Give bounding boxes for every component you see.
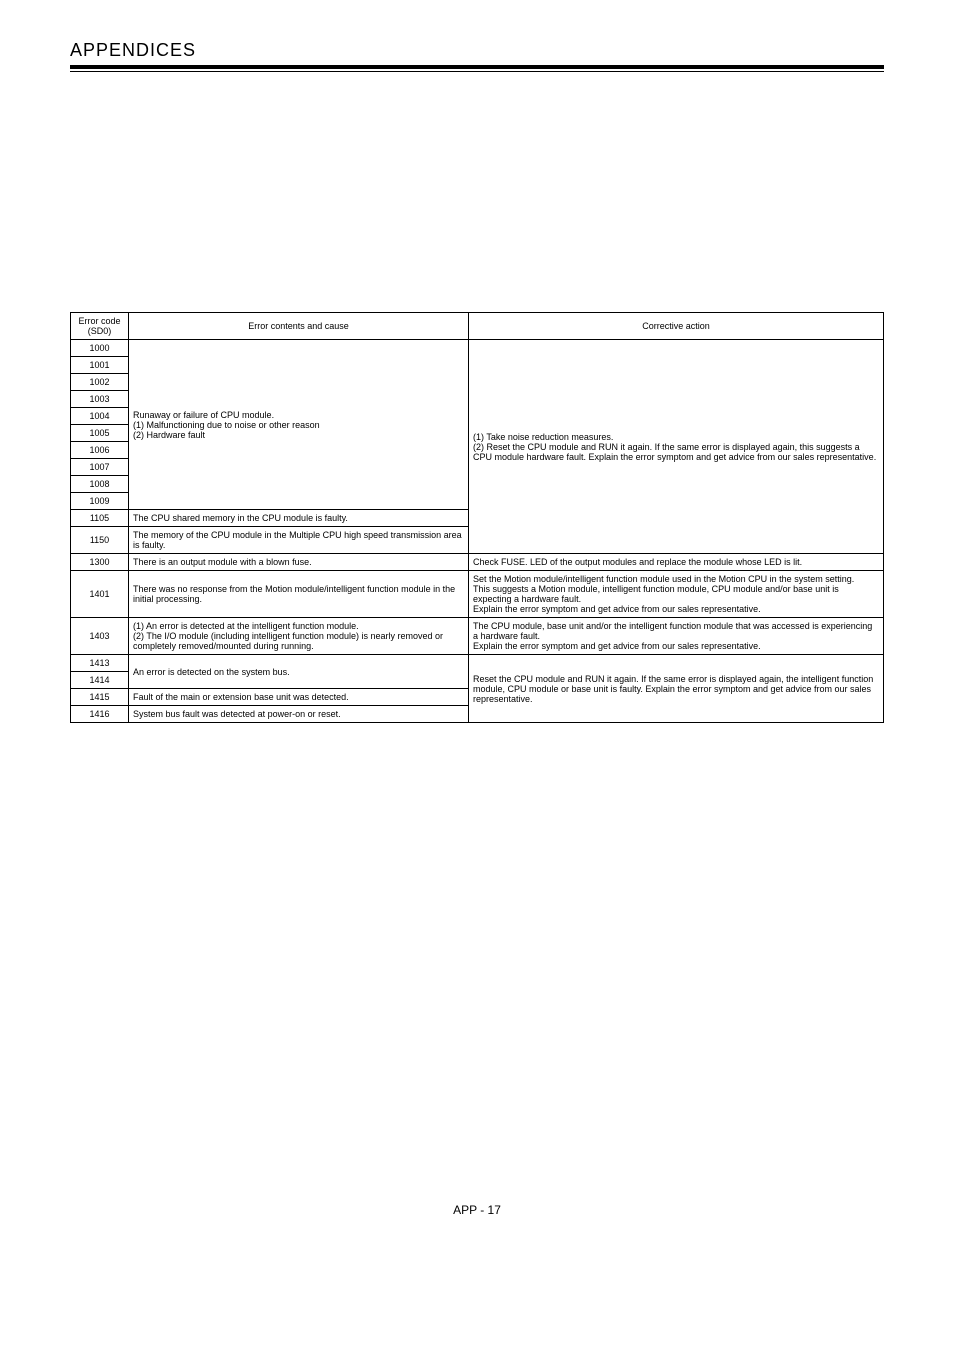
col-header-code-l1: Error code — [78, 316, 120, 326]
cell-cause: There was no response from the Motion mo… — [129, 571, 469, 618]
cell-cause: The memory of the CPU module in the Mult… — [129, 527, 469, 554]
table-row: 1000 Runaway or failure of CPU module. (… — [71, 340, 884, 357]
cause-text-l1: Runaway or failure of CPU module. — [133, 410, 274, 420]
cell-code: 1006 — [71, 442, 129, 459]
cell-cause: (1) An error is detected at the intellig… — [129, 618, 469, 655]
action-text-l1: (1) Take noise reduction measures. — [473, 432, 879, 442]
action-text-l2: (2) Reset the CPU module and RUN it agai… — [473, 442, 879, 462]
cell-code: 1300 — [71, 554, 129, 571]
cell-code: 1401 — [71, 571, 129, 618]
cell-code: 1416 — [71, 706, 129, 723]
cause-text-l3: (2) Hardware fault — [133, 430, 205, 440]
page-header: APPENDICES — [70, 40, 884, 72]
cell-cause: System bus fault was detected at power-o… — [129, 706, 469, 723]
table-header-row: Error code (SD0) Error contents and caus… — [71, 313, 884, 340]
cell-code: 1009 — [71, 493, 129, 510]
cell-code: 1003 — [71, 391, 129, 408]
page: APPENDICES Error code (SD0) Error conten… — [0, 0, 954, 1257]
error-table-wrap: Error code (SD0) Error contents and caus… — [70, 312, 884, 723]
cell-code: 1008 — [71, 476, 129, 493]
cell-action: The CPU module, base unit and/or the int… — [469, 618, 884, 655]
header-rule-thin — [70, 71, 884, 72]
cell-cause: The CPU shared memory in the CPU module … — [129, 510, 469, 527]
action-text: Reset the CPU module and RUN it again. I… — [473, 674, 873, 704]
cell-action: (1) Take noise reduction measures. (2) R… — [469, 340, 884, 554]
page-footer: APP - 17 — [70, 1203, 884, 1217]
action-text-l2: Explain the error symptom and get advice… — [473, 641, 879, 651]
cause-text-l2: (1) Malfunctioning due to noise or other… — [133, 420, 320, 430]
cell-cause: Runaway or failure of CPU module. (1) Ma… — [129, 340, 469, 510]
cell-code: 1105 — [71, 510, 129, 527]
cell-code: 1004 — [71, 408, 129, 425]
cell-cause: There is an output module with a blown f… — [129, 554, 469, 571]
cause-text-l1: (1) An error is detected at the intellig… — [133, 621, 464, 631]
col-header-cause: Error contents and cause — [129, 313, 469, 340]
cell-action: Reset the CPU module and RUN it again. I… — [469, 655, 884, 723]
cell-code: 1414 — [71, 672, 129, 689]
cell-code: 1005 — [71, 425, 129, 442]
cell-action: Set the Motion module/intelligent functi… — [469, 571, 884, 618]
cell-cause: An error is detected on the system bus. — [129, 655, 469, 689]
table-row: 1413 An error is detected on the system … — [71, 655, 884, 672]
cell-code: 1002 — [71, 374, 129, 391]
cause-text-l2: (2) The I/O module (including intelligen… — [133, 631, 464, 651]
cell-code: 1001 — [71, 357, 129, 374]
error-table: Error code (SD0) Error contents and caus… — [70, 312, 884, 723]
cell-code: 1000 — [71, 340, 129, 357]
col-header-code: Error code (SD0) — [71, 313, 129, 340]
action-text-l1: The CPU module, base unit and/or the int… — [473, 621, 879, 641]
cell-code: 1413 — [71, 655, 129, 672]
col-header-action: Corrective action — [469, 313, 884, 340]
header-title: APPENDICES — [70, 40, 884, 61]
cell-code: 1007 — [71, 459, 129, 476]
table-row: 1300 There is an output module with a bl… — [71, 554, 884, 571]
action-text-l1: Set the Motion module/intelligent functi… — [473, 574, 879, 584]
cell-code: 1150 — [71, 527, 129, 554]
cell-action: Check FUSE. LED of the output modules an… — [469, 554, 884, 571]
table-row: 1401 There was no response from the Moti… — [71, 571, 884, 618]
cell-code: 1415 — [71, 689, 129, 706]
action-text-l3: Explain the error symptom and get advice… — [473, 604, 879, 614]
table-row: 1403 (1) An error is detected at the int… — [71, 618, 884, 655]
col-header-code-l2: (SD0) — [88, 326, 112, 336]
cell-code: 1403 — [71, 618, 129, 655]
action-text-l2: This suggests a Motion module, intellige… — [473, 584, 879, 604]
header-rule-thick — [70, 65, 884, 69]
cell-cause: Fault of the main or extension base unit… — [129, 689, 469, 706]
